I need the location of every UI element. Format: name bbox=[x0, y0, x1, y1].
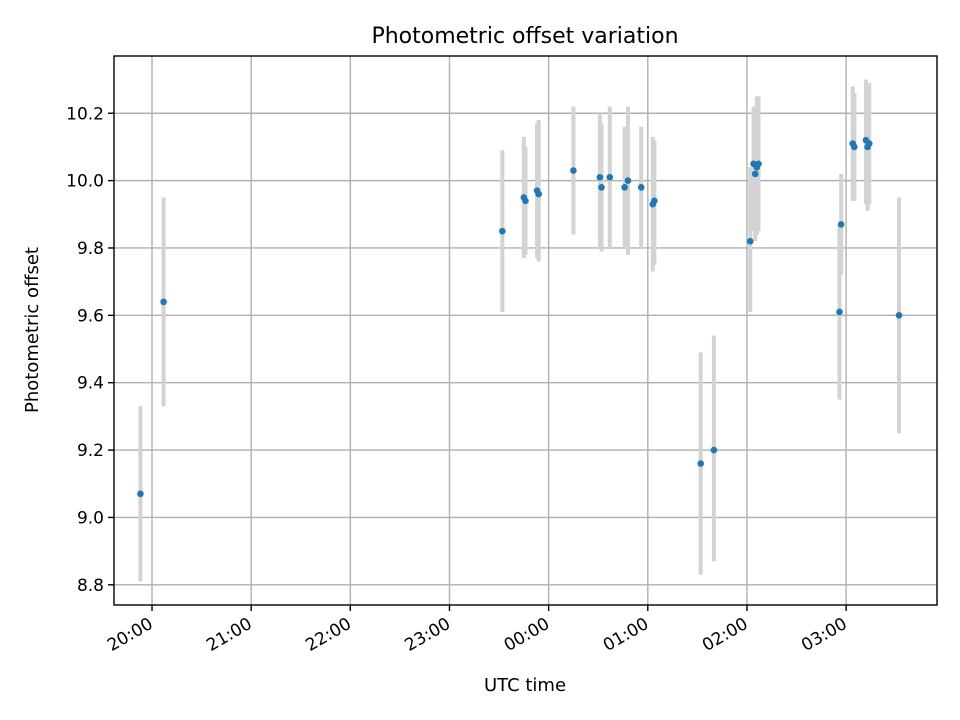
data-point bbox=[570, 167, 577, 174]
x-tick-label: 03:00 bbox=[798, 614, 850, 656]
x-tick-label: 21:00 bbox=[203, 614, 255, 656]
data-points bbox=[137, 136, 903, 498]
x-tick-label: 01:00 bbox=[600, 614, 652, 656]
x-tick-label: 20:00 bbox=[104, 614, 156, 656]
error-bars bbox=[138, 79, 901, 582]
x-tick-label: 02:00 bbox=[699, 614, 751, 656]
data-point bbox=[598, 184, 605, 191]
y-tick-label: 9.0 bbox=[77, 508, 104, 528]
plot-frame bbox=[113, 55, 938, 606]
data-point bbox=[851, 143, 858, 151]
data-point bbox=[697, 460, 704, 467]
data-point bbox=[535, 190, 543, 198]
x-axis-label: UTC time bbox=[484, 675, 566, 696]
x-tick-label: 23:00 bbox=[402, 614, 454, 656]
data-point bbox=[637, 184, 645, 191]
y-axis-label: Photometric offset bbox=[22, 247, 43, 413]
data-point bbox=[596, 173, 604, 181]
y-tick-label: 9.4 bbox=[77, 374, 104, 394]
data-point bbox=[160, 298, 167, 306]
data-point bbox=[522, 197, 529, 205]
data-point bbox=[710, 446, 718, 454]
y-tick-label: 8.8 bbox=[77, 576, 104, 596]
data-point bbox=[865, 140, 873, 147]
data-point bbox=[137, 490, 144, 498]
y-tick-label: 9.2 bbox=[77, 441, 104, 461]
x-tick-label: 22:00 bbox=[302, 614, 354, 656]
data-point bbox=[895, 312, 903, 319]
data-point bbox=[746, 237, 754, 245]
data-point bbox=[499, 227, 506, 235]
y-tick-label: 9.8 bbox=[77, 239, 104, 259]
data-point bbox=[624, 177, 632, 184]
y-tick-label: 9.6 bbox=[77, 306, 104, 326]
y-tick-label: 10.2 bbox=[66, 104, 104, 124]
data-point bbox=[606, 173, 614, 181]
data-point bbox=[755, 160, 762, 168]
data-point bbox=[837, 221, 845, 228]
y-tick-label: 10.0 bbox=[66, 172, 104, 192]
data-point bbox=[836, 308, 843, 316]
x-tick-label: 00:00 bbox=[501, 614, 553, 656]
axis-ticks: 20:00 21:00 22:00 23:00 00:00 01:00 02:00 03:00… bbox=[66, 104, 850, 656]
data-point bbox=[651, 197, 658, 205]
data-point bbox=[751, 170, 759, 178]
chart-title: Photometric offset variation bbox=[371, 24, 678, 49]
data-point bbox=[621, 184, 628, 191]
